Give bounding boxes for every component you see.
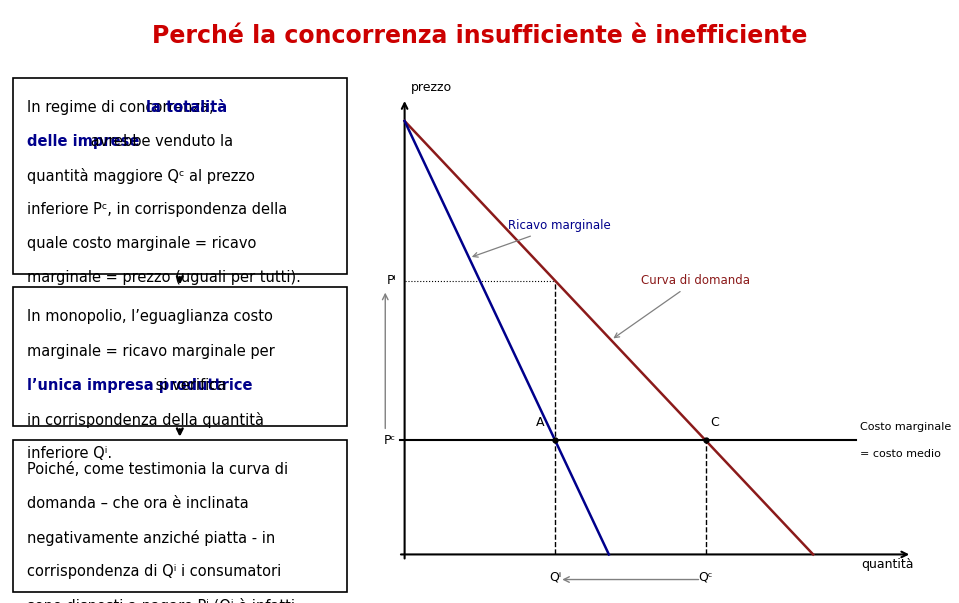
Text: corrispondenza di Qⁱ i consumatori: corrispondenza di Qⁱ i consumatori xyxy=(27,564,281,579)
Text: delle imprese: delle imprese xyxy=(27,134,139,149)
Text: Perché la concorrenza insufficiente è inefficiente: Perché la concorrenza insufficiente è in… xyxy=(152,24,807,48)
Text: Poiché, come testimonia la curva di: Poiché, come testimonia la curva di xyxy=(27,462,288,476)
Text: Curva di domanda: Curva di domanda xyxy=(615,274,750,338)
Text: quantità maggiore Qᶜ al prezzo: quantità maggiore Qᶜ al prezzo xyxy=(27,168,254,184)
Text: Pᶜ: Pᶜ xyxy=(384,434,396,447)
Text: C: C xyxy=(710,416,718,429)
Text: inferiore Pᶜ, in corrispondenza della: inferiore Pᶜ, in corrispondenza della xyxy=(27,202,287,217)
Text: Ricavo marginale: Ricavo marginale xyxy=(473,219,611,257)
Text: l’unica impresa produttrice: l’unica impresa produttrice xyxy=(27,377,252,393)
Text: si verifica: si verifica xyxy=(151,377,226,393)
Text: negativamente anziché piatta - in: negativamente anziché piatta - in xyxy=(27,530,275,546)
Text: domanda – che ora è inclinata: domanda – che ora è inclinata xyxy=(27,496,248,511)
Text: quale costo marginale = ricavo: quale costo marginale = ricavo xyxy=(27,236,256,251)
Text: In monopolio, l’eguaglianza costo: In monopolio, l’eguaglianza costo xyxy=(27,309,272,324)
Text: = costo medio: = costo medio xyxy=(860,449,942,459)
Text: Qⁱ: Qⁱ xyxy=(550,570,561,584)
Text: sono disposti a pagare Pⁱ (Qⁱ è infatti: sono disposti a pagare Pⁱ (Qⁱ è infatti xyxy=(27,598,294,603)
Text: A: A xyxy=(536,416,545,429)
Text: marginale = ricavo marginale per: marginale = ricavo marginale per xyxy=(27,344,274,359)
Text: prezzo: prezzo xyxy=(411,81,453,93)
Bar xyxy=(13,440,346,592)
Bar xyxy=(13,288,346,426)
Text: la totalità: la totalità xyxy=(146,99,227,115)
Text: inferiore Qⁱ.: inferiore Qⁱ. xyxy=(27,446,112,461)
Text: avrebbe venduto la: avrebbe venduto la xyxy=(86,134,233,149)
Text: marginale = prezzo (uguali per tutti).: marginale = prezzo (uguali per tutti). xyxy=(27,270,300,285)
Text: In regime di concorrenza,: In regime di concorrenza, xyxy=(27,99,218,115)
Text: Qᶜ: Qᶜ xyxy=(698,570,713,584)
Text: quantità: quantità xyxy=(862,558,914,571)
Bar xyxy=(13,78,346,274)
Text: Pⁱ: Pⁱ xyxy=(386,274,396,287)
Text: in corrispondenza della quantità: in corrispondenza della quantità xyxy=(27,412,264,428)
Text: Costo marginale: Costo marginale xyxy=(860,422,951,432)
